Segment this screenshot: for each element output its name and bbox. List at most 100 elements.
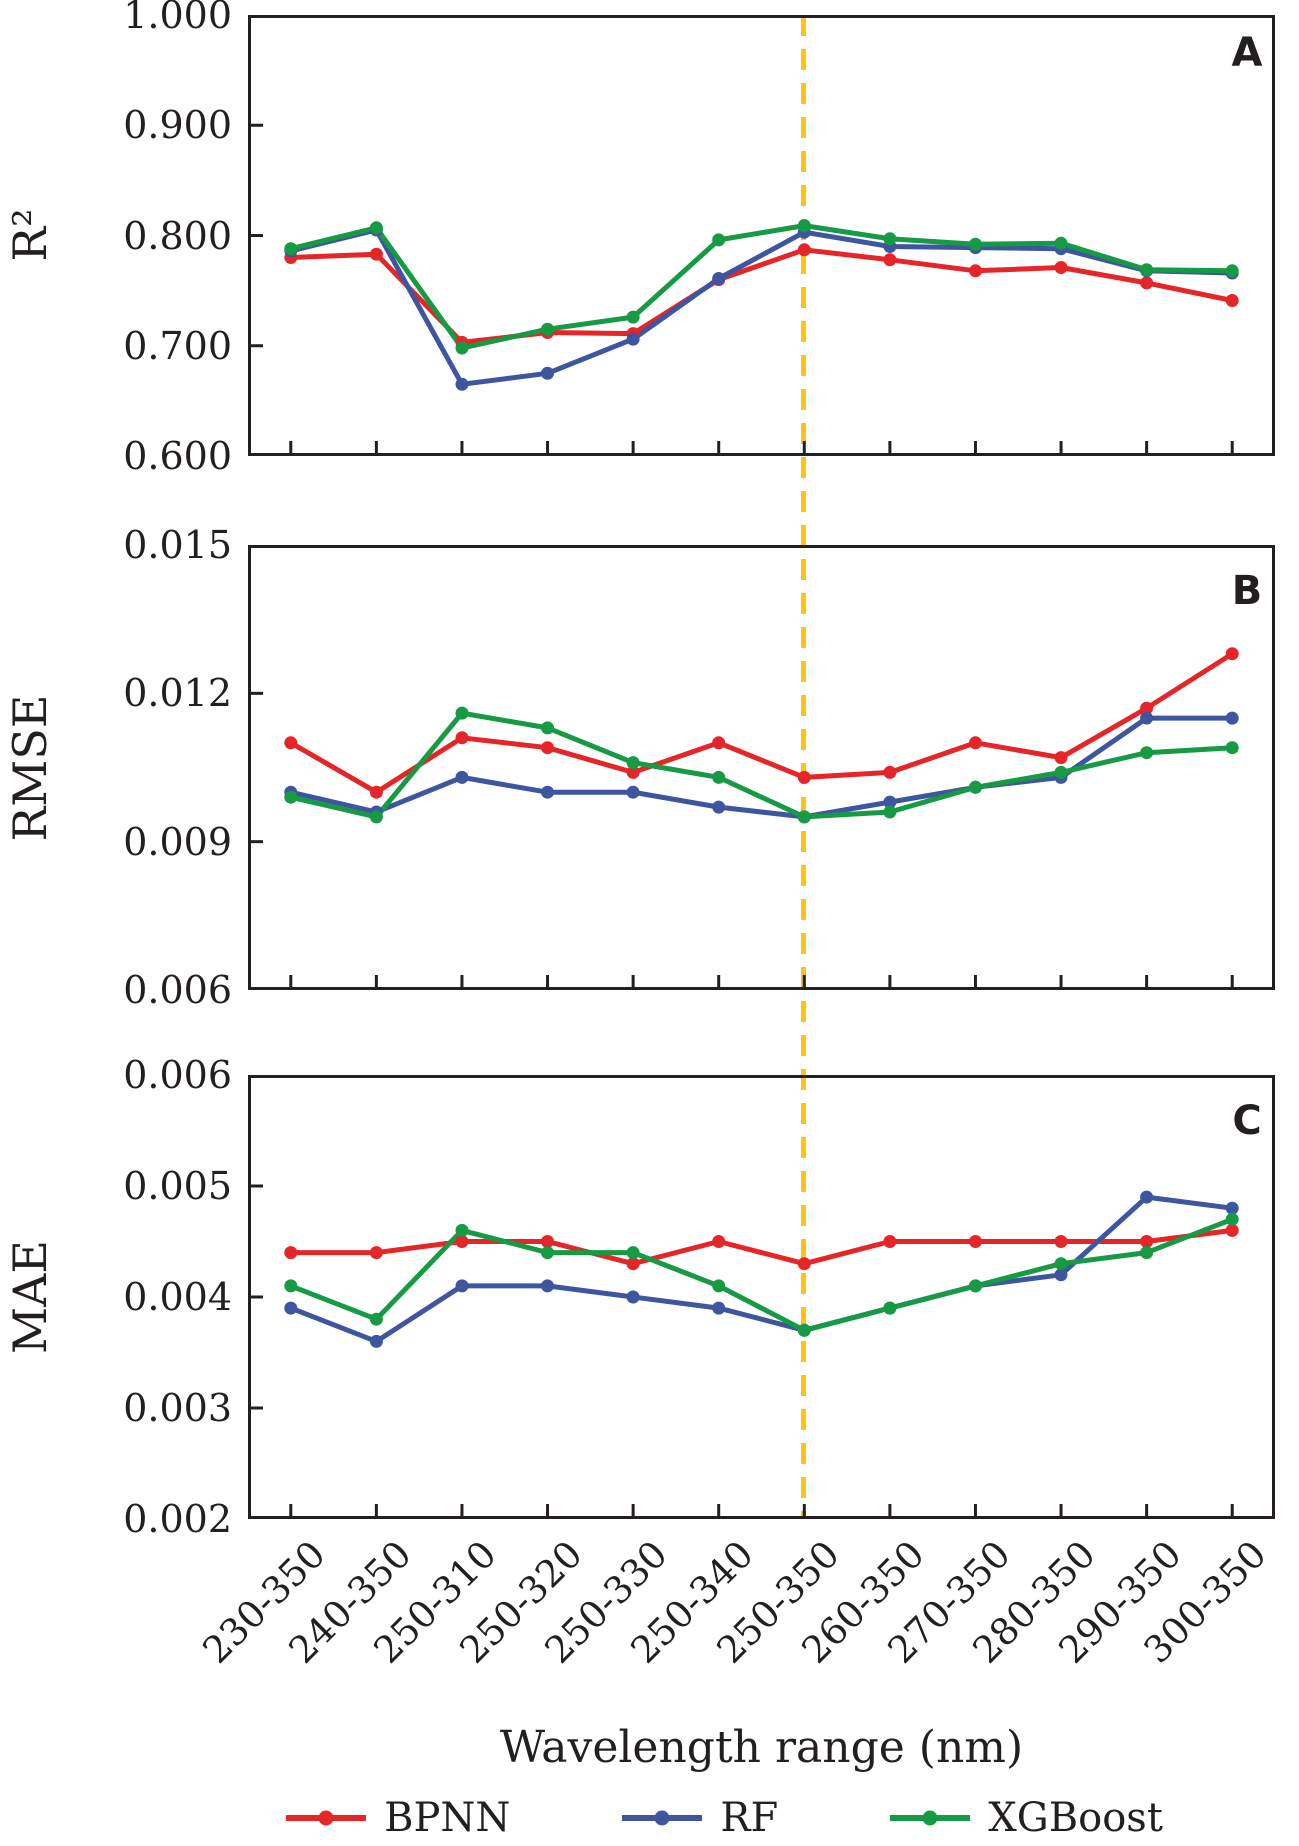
data-point-bpnn [712,1235,726,1248]
data-point-bpnn [712,736,726,750]
y-tick-label: 0.600 [123,434,232,478]
y-tick-label: 0.006 [123,1053,232,1097]
data-point-xgboost [712,233,726,247]
data-point-rf [1140,711,1154,725]
data-point-xgboost [1054,765,1068,779]
data-point-bpnn [1140,1235,1154,1248]
data-point-xgboost [712,1279,726,1293]
data-point-rf [541,785,554,799]
data-point-bpnn [1054,1235,1068,1248]
data-point-bpnn [541,741,554,755]
data-point-xgboost [969,780,982,794]
data-point-xgboost [284,1279,298,1293]
data-point-xgboost [284,242,298,256]
data-point-bpnn [1140,276,1154,290]
panel-border [248,15,1275,456]
series-line-xgboost [288,223,1235,351]
data-point-xgboost [455,341,469,355]
data-point-bpnn [797,770,811,784]
panel-border [248,545,1275,990]
legend-label: BPNN [384,1795,511,1841]
panel-label-a: A [1231,30,1263,76]
legend-item-bpnn: BPNN [284,1796,510,1840]
x-axis-title: Wavelength range (nm) [499,1722,1024,1773]
series-line-xgboost [288,1216,1235,1333]
data-point-xgboost [969,1279,982,1293]
data-point-xgboost [1225,264,1239,278]
data-point-xgboost [626,310,640,324]
data-point-xgboost [1225,1212,1239,1226]
series-line-xgboost [288,710,1235,820]
data-point-xgboost [541,322,554,336]
y-tick-label: 0.012 [123,671,232,716]
data-point-bpnn [626,765,640,779]
data-point-xgboost [797,219,811,233]
panel-border [248,1075,1275,1519]
y-tick-label: 0.002 [123,1497,232,1541]
legend-item-rf: RF [620,1796,778,1840]
data-point-rf [1140,1190,1154,1204]
panel-b-canvas [248,545,1275,990]
data-point-rf [626,332,640,346]
y-tick-label: 1.000 [123,0,232,37]
data-point-xgboost [1140,1246,1154,1260]
panel-a-canvas [248,15,1275,456]
series-line-bpnn [288,651,1235,795]
series-line-rf [288,227,1235,387]
data-point-bpnn [1054,751,1068,765]
data-point-rf [284,1301,298,1315]
data-point-bpnn [1140,701,1154,715]
data-point-bpnn [541,1235,554,1248]
legend-marker-rf [622,1810,703,1826]
data-point-rf [1225,711,1239,725]
data-point-xgboost [626,1246,640,1260]
data-point-xgboost [626,756,640,770]
data-point-xgboost [455,1223,469,1237]
y-tick-label: 0.004 [123,1275,232,1319]
data-point-xgboost [1225,741,1239,755]
data-point-bpnn [626,1257,640,1271]
y-tick-label: 0.800 [123,213,232,258]
y-tick-label: 0.700 [123,323,232,368]
data-point-rf [1054,1268,1068,1282]
data-point-bpnn [1054,261,1068,274]
legend: BPNN RF XGBoost [148,1796,1299,1840]
data-point-xgboost [1140,746,1154,760]
data-point-xgboost [1054,236,1068,250]
data-point-xgboost [284,790,298,804]
data-point-bpnn [883,253,897,267]
legend-label: XGBoost [988,1795,1163,1841]
y-tick-label: 0.006 [123,968,232,1012]
data-point-rf [455,377,469,391]
data-point-bpnn [284,736,298,750]
data-point-rf [455,1279,469,1293]
data-point-rf [626,785,640,799]
data-point-rf [1225,1201,1239,1215]
data-point-bpnn [1225,1223,1239,1237]
legend-dot [318,1810,334,1826]
data-point-xgboost [883,232,897,246]
data-point-bpnn [369,785,383,799]
data-point-xgboost [712,770,726,784]
data-point-bpnn [797,1257,811,1271]
data-point-bpnn [284,1246,298,1260]
data-point-bpnn [969,736,982,750]
data-point-xgboost [1054,1257,1068,1271]
data-point-rf [712,800,726,814]
data-point-bpnn [455,1235,469,1248]
data-point-xgboost [541,721,554,735]
data-point-bpnn [1225,294,1239,307]
data-point-rf [712,272,726,285]
y-tick-label: 0.009 [123,819,232,864]
legend-label: RF [720,1795,779,1841]
legend-dot [922,1810,938,1826]
y-tick-label: 0.005 [123,1164,232,1208]
legend-marker-xgboost [890,1810,971,1826]
data-point-bpnn [969,1235,982,1248]
y-axis-title-rmse: RMSE [3,694,57,842]
data-point-rf [883,795,897,809]
data-point-xgboost [797,810,811,824]
data-point-xgboost [369,1312,383,1326]
data-point-bpnn [883,1235,897,1248]
